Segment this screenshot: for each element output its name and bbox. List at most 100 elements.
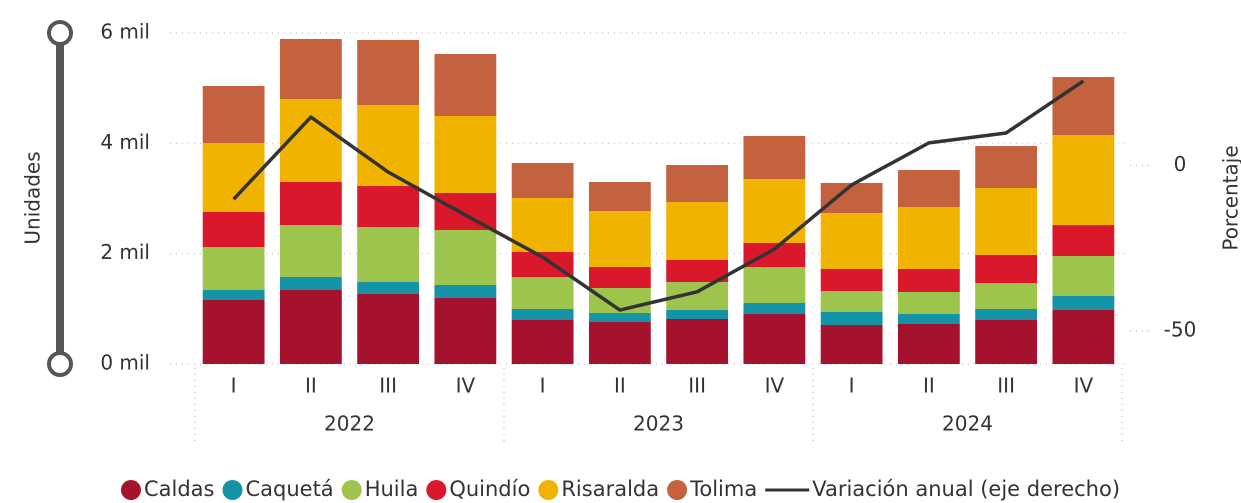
bar-segment <box>202 212 265 247</box>
bar-segment <box>511 277 574 309</box>
bar-segment <box>1052 225 1115 256</box>
x-tick-label: IV <box>456 374 476 398</box>
bar-segment <box>975 283 1038 309</box>
bar-segment <box>743 314 806 364</box>
bar-segment <box>511 163 574 199</box>
bar-segment <box>279 290 342 364</box>
x-tick-label: III <box>379 374 397 398</box>
y-tick-label: 6 mil <box>100 20 150 44</box>
bar-segment <box>666 165 729 203</box>
bar-segment <box>666 260 729 283</box>
bar-segment <box>588 322 651 364</box>
bar-segment <box>434 298 497 364</box>
legend-label: Huila <box>365 477 419 501</box>
x-tick-label: III <box>997 374 1015 398</box>
bar-segment <box>666 318 729 364</box>
bar-segment <box>279 182 342 226</box>
bar-segment <box>279 277 342 291</box>
bar-segment <box>434 192 497 231</box>
bar-segment <box>975 146 1038 189</box>
bar-segment <box>1052 77 1115 136</box>
legend-label: Caquetá <box>245 477 333 501</box>
x-tick-label: II <box>923 374 935 398</box>
bar-segment <box>511 319 574 364</box>
bar-segment <box>202 246 265 291</box>
bar-segment <box>743 243 806 268</box>
slider-handle <box>47 351 73 377</box>
y2-tick-label: 0 <box>1174 152 1187 176</box>
x-tick-label: IV <box>1074 374 1094 398</box>
bar-segment <box>743 302 806 315</box>
y-tick-label: 2 mil <box>100 240 150 264</box>
legend-label: Quindío <box>449 477 530 501</box>
legend-symbol <box>222 480 243 500</box>
bar-segment <box>279 39 342 100</box>
x-tick-label: I <box>540 374 546 398</box>
legend-symbol <box>120 480 141 500</box>
bar-segment <box>743 267 806 303</box>
bar-segment <box>666 202 729 261</box>
bar-segment <box>975 319 1038 364</box>
bar-segment <box>357 40 420 105</box>
legend-symbol <box>667 480 688 500</box>
bar-segment <box>588 267 651 288</box>
bar-segment <box>820 182 883 214</box>
x-group-label: 2023 <box>633 412 684 436</box>
bar-segment <box>1052 255 1115 296</box>
legend-label: Tolima <box>689 477 757 501</box>
legend-label: Variación anual (eje derecho) <box>812 477 1120 501</box>
y2-axis-label: Porcentaje <box>1219 145 1241 250</box>
bar-segment <box>357 227 420 283</box>
slider-handle <box>47 20 73 46</box>
bar-segment <box>434 116 497 193</box>
y-tick-label: 4 mil <box>100 130 150 154</box>
bar-segment <box>202 300 265 364</box>
bar-segment <box>897 324 960 364</box>
bar-segment <box>897 206 960 270</box>
bar-segment <box>666 309 729 319</box>
bar-segment <box>743 135 806 180</box>
bar-segment <box>820 269 883 292</box>
bar-segment <box>511 308 574 320</box>
bar-segment <box>588 211 651 268</box>
line <box>232 79 1085 312</box>
x-tick-label: III <box>688 374 706 398</box>
bar-segment <box>975 254 1038 284</box>
x-tick-label: I <box>231 374 237 398</box>
bar-segment <box>357 282 420 294</box>
bar-segment <box>434 230 497 286</box>
y-tick-label: 0 mil <box>100 351 150 375</box>
bar-segment <box>279 225 342 278</box>
legend-label: Risaralda <box>561 477 659 501</box>
bar-segment <box>820 213 883 270</box>
bar-segment <box>511 198 574 253</box>
x-group-label: 2022 <box>324 412 375 436</box>
y-axis-label: Unidades <box>21 151 45 244</box>
bar-segment <box>357 186 420 228</box>
bar-segment <box>588 313 651 323</box>
legend-symbol <box>538 480 559 500</box>
bar-segment <box>897 292 960 315</box>
x-tick-label: II <box>614 374 626 398</box>
bar-segment <box>1052 295 1115 310</box>
legend-label: Caldas <box>144 477 215 501</box>
bar-segment <box>820 291 883 312</box>
bar-segment <box>897 170 960 207</box>
x-tick-label: IV <box>765 374 785 398</box>
bar-segment <box>202 290 265 301</box>
bar-segment <box>434 285 497 299</box>
x-group-label: 2024 <box>942 412 993 436</box>
bar-segment <box>897 269 960 293</box>
bar-segment <box>975 308 1038 320</box>
x-tick-label: I <box>849 374 855 398</box>
bar-segment <box>1052 135 1115 226</box>
bar-segment <box>1052 309 1115 364</box>
legend-symbol <box>341 480 362 500</box>
bar-segment <box>975 188 1038 255</box>
y2-tick-label: -50 <box>1164 317 1197 341</box>
bar-segment <box>357 293 420 364</box>
bar-segment <box>588 182 651 212</box>
bar-segment <box>820 311 883 325</box>
bar-segment <box>897 314 960 325</box>
